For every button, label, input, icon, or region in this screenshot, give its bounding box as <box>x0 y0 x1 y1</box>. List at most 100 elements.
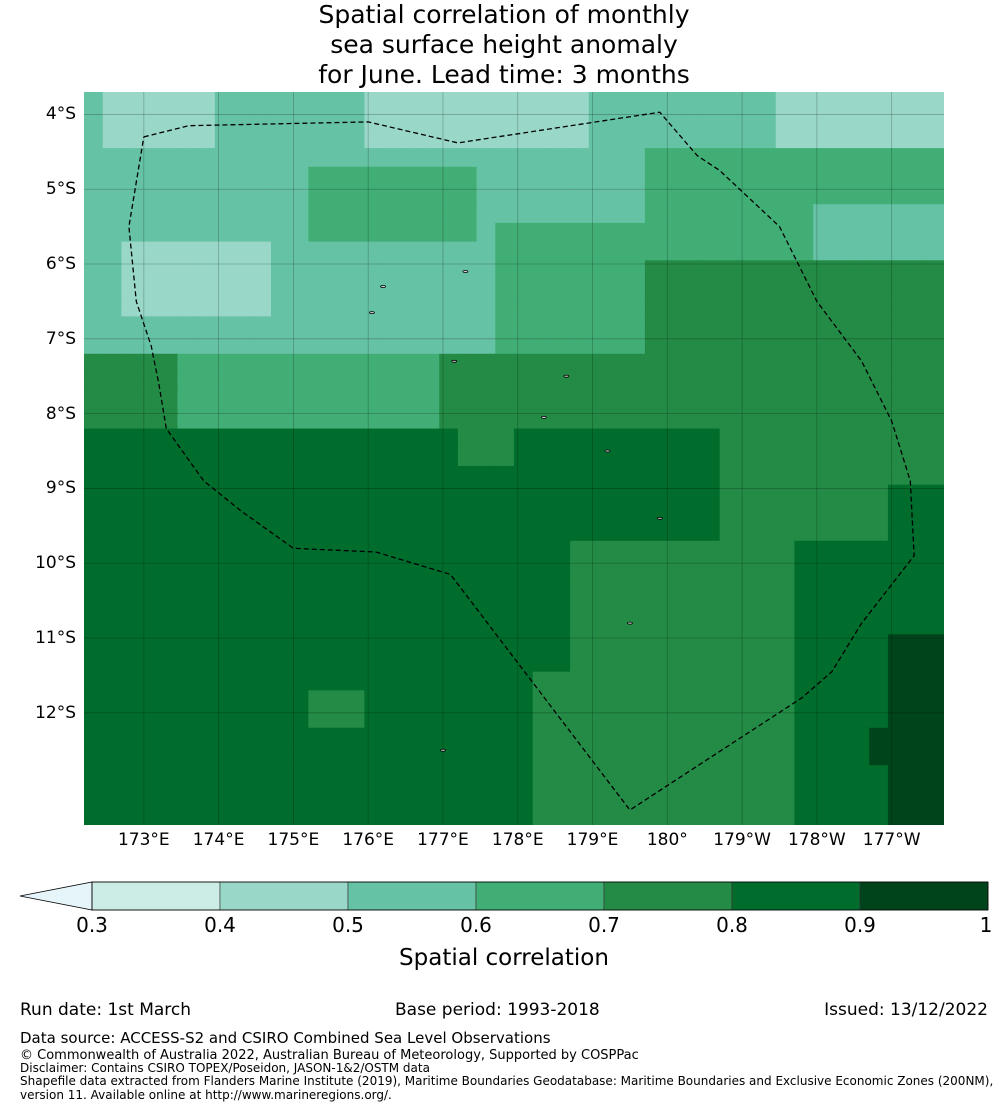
correlation-cell <box>252 372 271 391</box>
correlation-cells <box>84 92 944 825</box>
correlation-cell <box>215 541 234 560</box>
correlation-cell <box>364 784 383 803</box>
correlation-cell <box>757 541 776 560</box>
correlation-cell <box>869 672 888 691</box>
correlation-cell <box>271 541 290 560</box>
correlation-cell <box>664 335 683 354</box>
correlation-cell <box>794 821 813 825</box>
correlation-cell <box>514 597 533 616</box>
correlation-cell <box>514 784 533 803</box>
correlation-cell <box>589 92 608 111</box>
correlation-cell <box>626 167 645 186</box>
correlation-cell <box>925 391 944 410</box>
correlation-cell <box>570 784 589 803</box>
correlation-cell <box>925 335 944 354</box>
correlation-cell <box>421 185 440 204</box>
correlation-cell <box>869 597 888 616</box>
correlation-cell <box>402 634 421 653</box>
latitude-label: 8°S <box>0 404 76 424</box>
correlation-cell <box>215 821 234 825</box>
correlation-cell <box>645 746 664 765</box>
correlation-cell <box>121 597 140 616</box>
correlation-cell <box>664 279 683 298</box>
correlation-cell <box>626 709 645 728</box>
correlation-cell <box>645 503 664 522</box>
correlation-cell <box>177 148 196 167</box>
correlation-cell <box>177 672 196 691</box>
correlation-cell <box>888 316 907 335</box>
correlation-cell <box>103 821 122 825</box>
correlation-cell <box>570 148 589 167</box>
correlation-cell <box>851 709 870 728</box>
correlation-cell <box>888 111 907 130</box>
correlation-cell <box>925 111 944 130</box>
correlation-cell <box>103 410 122 429</box>
correlation-cell <box>832 429 851 448</box>
correlation-cell <box>533 746 552 765</box>
correlation-cell <box>907 129 926 148</box>
correlation-cell <box>458 728 477 747</box>
correlation-cell <box>925 728 944 747</box>
correlation-cell <box>383 242 402 261</box>
correlation-cell <box>664 672 683 691</box>
correlation-cell <box>308 92 327 111</box>
correlation-cell <box>234 597 253 616</box>
correlation-cell <box>888 223 907 242</box>
correlation-cell <box>907 709 926 728</box>
correlation-cell <box>402 316 421 335</box>
correlation-cell <box>271 372 290 391</box>
correlation-cell <box>439 391 458 410</box>
correlation-cell <box>869 185 888 204</box>
correlation-cell <box>421 111 440 130</box>
correlation-cell <box>215 372 234 391</box>
correlation-cell <box>794 129 813 148</box>
correlation-cell <box>421 167 440 186</box>
correlation-cell <box>607 466 626 485</box>
correlation-cell <box>271 597 290 616</box>
correlation-cell <box>720 148 739 167</box>
correlation-cell <box>103 728 122 747</box>
correlation-cell <box>159 185 178 204</box>
correlation-cell <box>252 709 271 728</box>
correlation-cell <box>832 503 851 522</box>
correlation-cell <box>290 279 309 298</box>
correlation-cell <box>327 616 346 635</box>
correlation-cell <box>402 541 421 560</box>
correlation-cell <box>327 559 346 578</box>
correlation-cell <box>196 111 215 130</box>
correlation-cell <box>140 391 159 410</box>
correlation-cell <box>589 316 608 335</box>
correlation-cell <box>645 260 664 279</box>
correlation-cell <box>177 466 196 485</box>
correlation-cell <box>252 616 271 635</box>
correlation-cell <box>458 410 477 429</box>
correlation-cell <box>514 429 533 448</box>
correlation-cell <box>364 634 383 653</box>
correlation-cell <box>664 410 683 429</box>
correlation-cell <box>271 354 290 373</box>
correlation-cell <box>907 92 926 111</box>
correlation-cell <box>551 204 570 223</box>
correlation-cell <box>701 541 720 560</box>
correlation-cell <box>888 653 907 672</box>
correlation-cell <box>234 485 253 504</box>
correlation-cell <box>626 485 645 504</box>
correlation-cell <box>888 185 907 204</box>
correlation-cell <box>383 335 402 354</box>
correlation-cell <box>327 260 346 279</box>
correlation-cell <box>121 728 140 747</box>
correlation-cell <box>851 242 870 261</box>
correlation-cell <box>458 167 477 186</box>
correlation-cell <box>589 559 608 578</box>
correlation-cell <box>682 746 701 765</box>
correlation-cell <box>402 429 421 448</box>
correlation-cell <box>907 466 926 485</box>
correlation-cell <box>813 429 832 448</box>
correlation-cell <box>551 129 570 148</box>
correlation-cell <box>589 242 608 261</box>
correlation-cell <box>626 298 645 317</box>
correlation-cell <box>308 728 327 747</box>
correlation-cell <box>140 316 159 335</box>
correlation-cell <box>645 485 664 504</box>
correlation-cell <box>196 92 215 111</box>
